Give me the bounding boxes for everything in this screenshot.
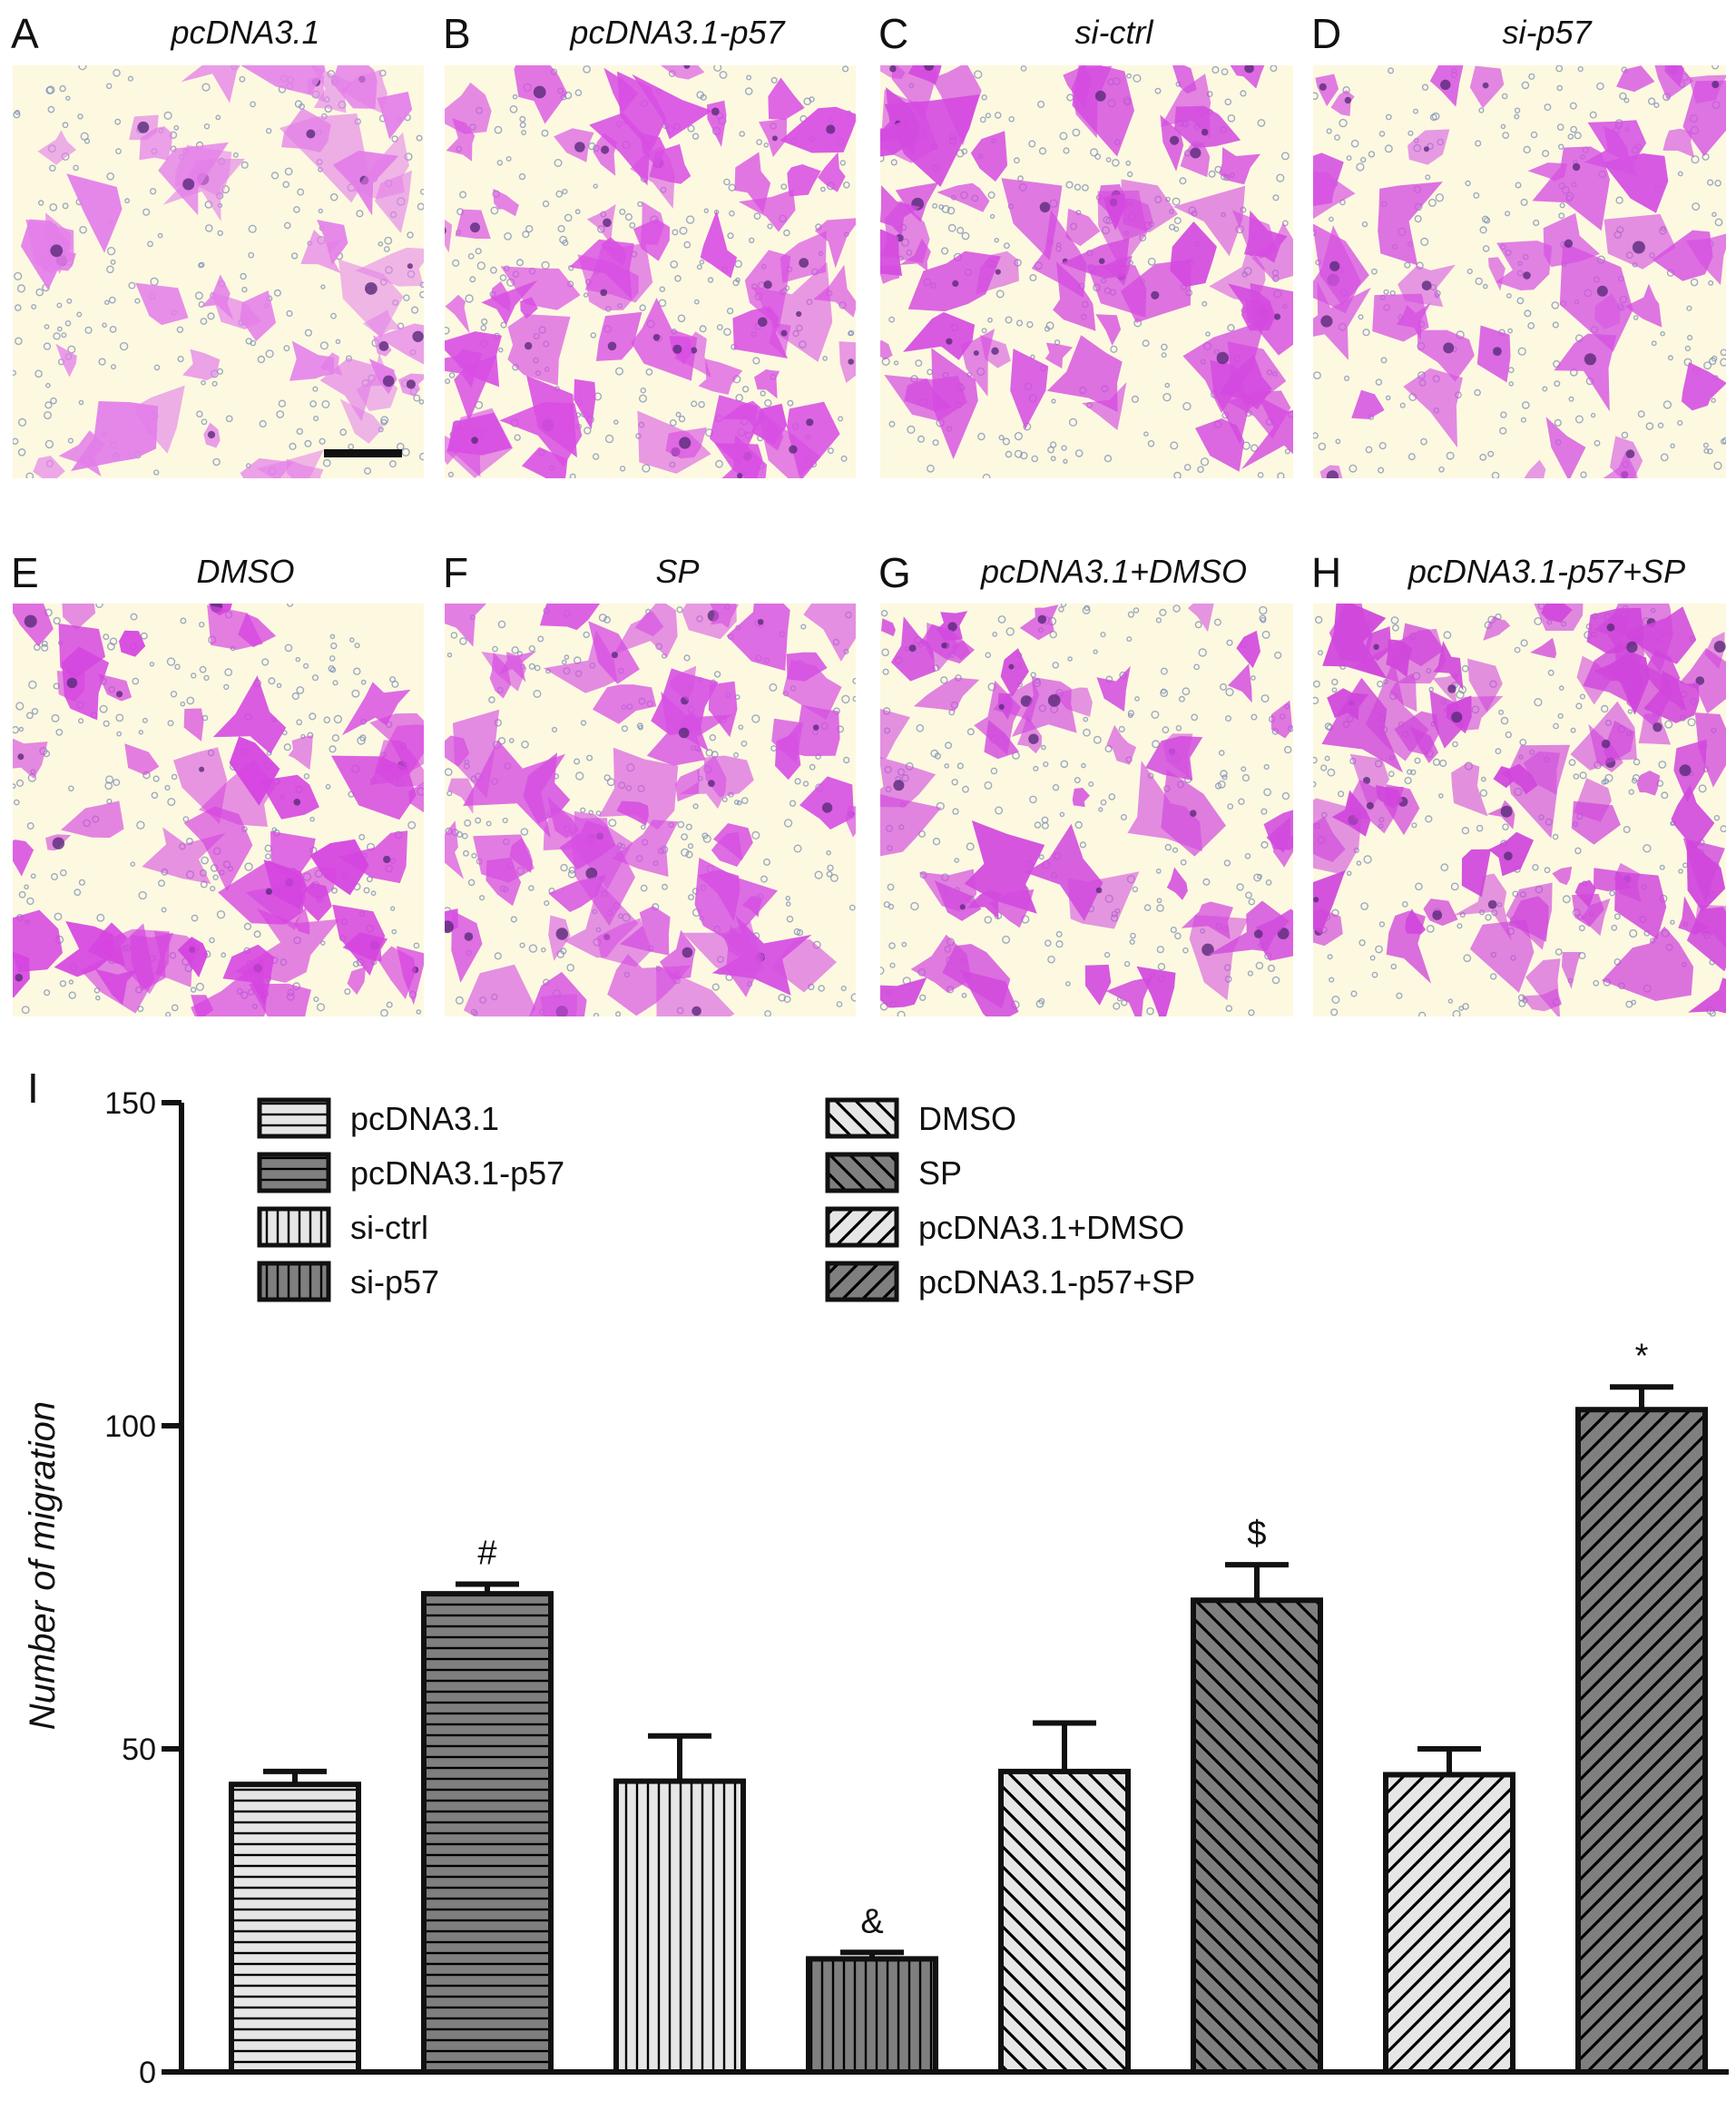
micrograph-image <box>13 604 424 1016</box>
significance-annotation: * <box>1635 1337 1649 1375</box>
error-bar <box>648 1733 711 1782</box>
panel-title: pcDNA3.1-p57 <box>570 14 785 51</box>
micrograph-image <box>445 604 856 1016</box>
legend-label: pcDNA3.1 <box>350 1100 499 1137</box>
panel-letter: F <box>443 549 469 596</box>
panel-letter: D <box>1311 10 1342 57</box>
panel-title: DMSO <box>196 553 295 590</box>
significance-annotation: # <box>477 1534 496 1572</box>
legend-swatch <box>257 1152 331 1193</box>
legend-label: si-ctrl <box>350 1209 428 1246</box>
legend-label: pcDNA3.1-p57 <box>350 1154 564 1192</box>
micrograph-image <box>445 65 856 478</box>
micrograph-image <box>1313 604 1726 1016</box>
legend-label: DMSO <box>918 1100 1016 1137</box>
panel-title: si-p57 <box>1502 14 1592 51</box>
panel-title: SP <box>655 553 700 590</box>
bar-pcdna3-1-p57-sp <box>1575 1407 1708 2075</box>
bar-pcdna3-1-dmso <box>1383 1772 1515 2075</box>
legend-swatch <box>825 1206 899 1248</box>
legend-label: pcDNA3.1+DMSO <box>918 1209 1184 1246</box>
error-bar <box>1033 1720 1096 1772</box>
y-axis-label: Number of migration <box>23 1401 63 1730</box>
legend-swatch <box>825 1152 899 1193</box>
micrograph-image <box>13 65 424 478</box>
micrograph-image <box>1313 65 1726 478</box>
legend-swatch <box>825 1097 899 1139</box>
panel-letter: A <box>11 10 39 57</box>
legend-swatch <box>257 1261 331 1302</box>
panel-letter: C <box>878 10 909 57</box>
panel-letter: H <box>1311 549 1342 596</box>
bar-si-ctrl <box>613 1778 746 2075</box>
panel-letter: G <box>878 549 911 596</box>
y-tick-label: 0 <box>139 2056 156 2090</box>
y-tick-label: 50 <box>122 1733 156 1767</box>
error-bar <box>1225 1562 1289 1601</box>
bar-sp <box>1191 1597 1323 2075</box>
legend-label: SP <box>918 1154 962 1192</box>
bar-si-p57 <box>806 1956 938 2076</box>
error-bar <box>1610 1384 1673 1410</box>
micrograph-image <box>880 65 1293 478</box>
legend-label: pcDNA3.1-p57+SP <box>918 1263 1195 1301</box>
micrograph-image <box>880 604 1293 1016</box>
panel-title: pcDNA3.1+DMSO <box>980 553 1248 590</box>
panel-title: si-ctrl <box>1074 14 1153 51</box>
panel-letter: E <box>11 549 39 596</box>
bar-dmso <box>998 1768 1131 2075</box>
scale-bar <box>324 449 402 457</box>
significance-annotation: & <box>860 1902 883 1940</box>
y-tick-label: 100 <box>104 1409 156 1444</box>
y-tick-label: 150 <box>104 1086 156 1121</box>
panel-title: pcDNA3.1 <box>171 14 320 51</box>
legend-label: si-p57 <box>350 1263 439 1301</box>
legend-swatch <box>257 1097 331 1139</box>
chart-panel-letter: I <box>27 1065 39 1112</box>
legend: pcDNA3.1 pcDNA3.1-p57 si-ctrl si-p57 DMSO SP p… <box>257 1097 1195 1302</box>
error-bar <box>1417 1746 1481 1775</box>
migration-bar-chart: I 0 50 100 150 # & $ * pcDNA3.1 pcDNA3.1-p57 si-… <box>23 1065 1729 2090</box>
legend-swatch <box>825 1261 899 1302</box>
panel-letter: B <box>443 10 471 57</box>
bars: # & $ * <box>229 1337 1708 2076</box>
bar-pcdna3-1-p57 <box>421 1591 554 2075</box>
bar-pcdna3-1 <box>229 1782 361 2075</box>
significance-annotation: $ <box>1247 1515 1266 1553</box>
legend-swatch <box>257 1206 331 1248</box>
panel-title: pcDNA3.1-p57+SP <box>1407 553 1686 590</box>
